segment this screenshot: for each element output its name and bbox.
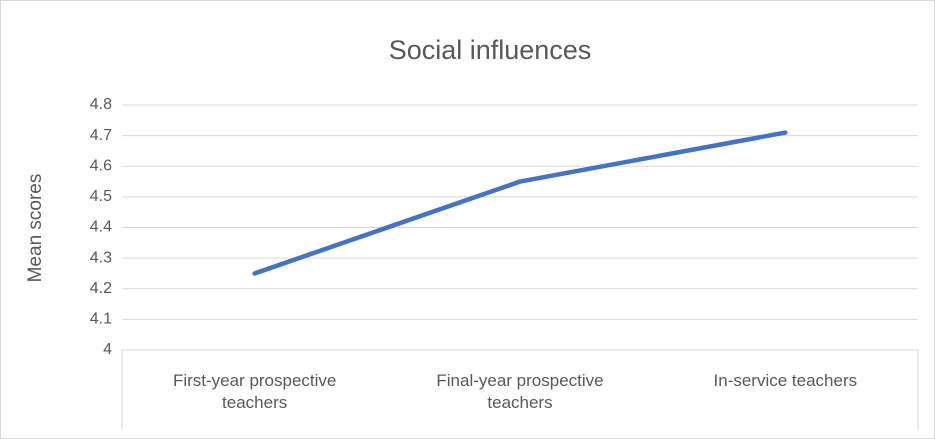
x-tick-label: First-year prospective teachers: [172, 371, 337, 412]
y-tick-label: 4.2: [90, 280, 112, 297]
x-tick-label: Final-year prospective teachers: [436, 371, 604, 412]
y-tick-label: 4: [103, 341, 112, 358]
y-tick-label: 4.3: [90, 249, 112, 266]
chart-title: Social influences: [389, 35, 592, 65]
y-tick-label: 4.8: [90, 96, 112, 113]
y-axis-label: Mean scores: [25, 174, 46, 283]
y-tick-label: 4.6: [90, 157, 112, 174]
y-tick-label: 4.7: [90, 127, 112, 144]
x-tick-label-box: First-year prospective teachers: [172, 371, 337, 412]
y-tick-label: 4.1: [90, 311, 112, 328]
line-series: [252, 130, 788, 276]
x-tick-label: In-service teachers: [713, 371, 858, 390]
x-tick-label-box: In-service teachers: [713, 371, 858, 390]
y-tick-label: 4.5: [90, 188, 112, 205]
y-tick-label: 4.4: [90, 219, 112, 236]
x-tick-label-box: Final-year prospective teachers: [436, 371, 604, 412]
